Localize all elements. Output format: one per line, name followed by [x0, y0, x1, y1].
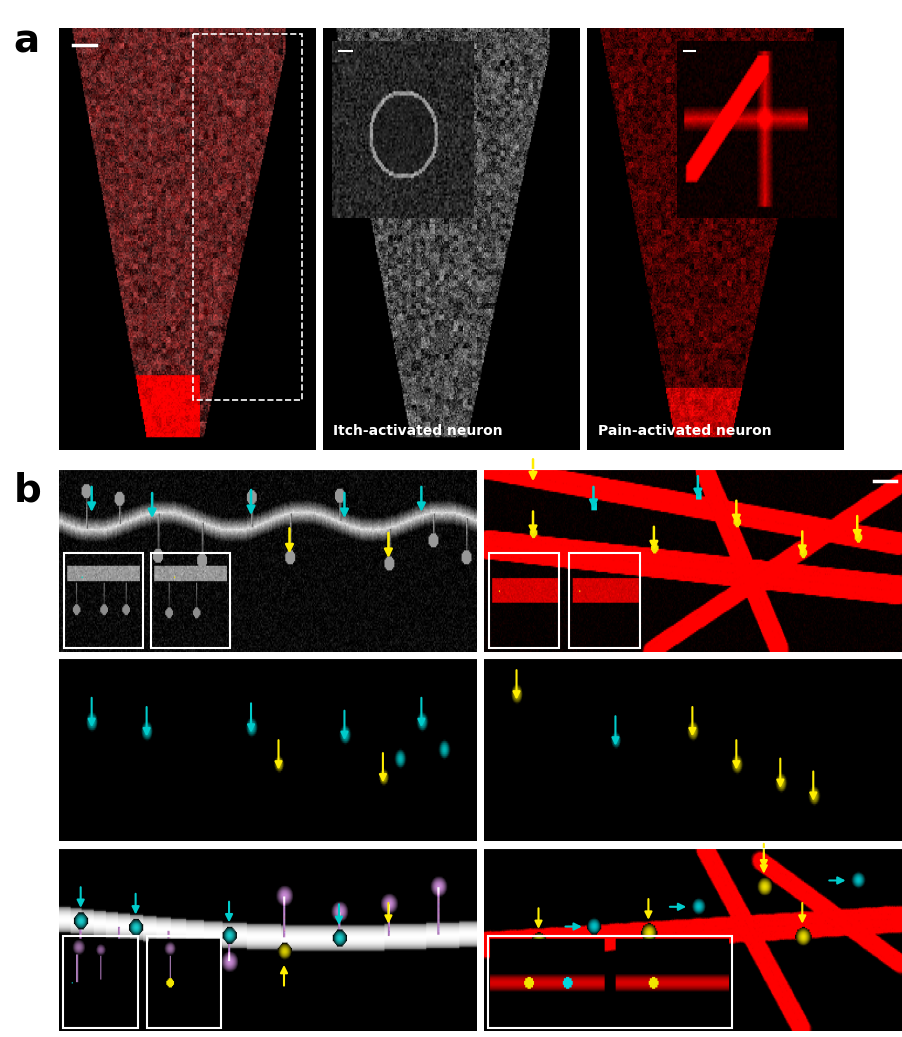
- Bar: [146, 935, 221, 1028]
- Text: Pain-activated neuron: Pain-activated neuron: [597, 424, 770, 439]
- Text: a: a: [14, 23, 40, 61]
- Bar: [568, 553, 639, 648]
- Bar: [151, 553, 230, 648]
- Bar: [63, 935, 138, 1028]
- Bar: [489, 553, 558, 648]
- Bar: [487, 935, 732, 1028]
- Text: b: b: [14, 472, 41, 510]
- Text: Itch-activated neuron: Itch-activated neuron: [333, 424, 502, 439]
- Bar: [64, 553, 143, 648]
- Bar: [193, 33, 301, 400]
